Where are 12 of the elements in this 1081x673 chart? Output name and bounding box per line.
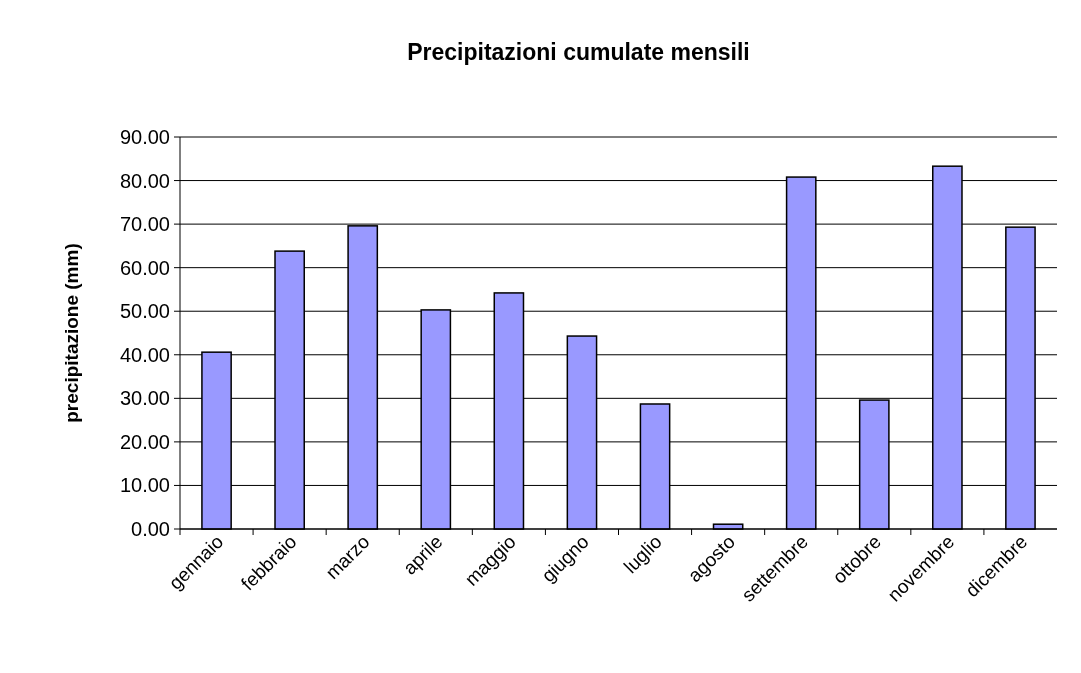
y-tick-label: 90.00: [119, 126, 170, 148]
chart-title: Precipitazioni cumulate mensili: [407, 39, 750, 65]
y-tick-label: 50.00: [119, 300, 170, 323]
y-tick-label: 40.00: [119, 343, 170, 366]
y-tick-label: 0.00: [131, 518, 170, 540]
y-tick-label: 10.00: [119, 474, 170, 497]
y-tick-label: 80.00: [119, 169, 170, 192]
y-tick-label: 60.00: [119, 256, 170, 279]
y-tick-label: 30.00: [119, 387, 170, 410]
y-axis-title: precipitazione (mm): [61, 243, 82, 423]
y-tick-label: 70.00: [119, 213, 170, 236]
y-tick-label: 20.00: [119, 430, 170, 453]
